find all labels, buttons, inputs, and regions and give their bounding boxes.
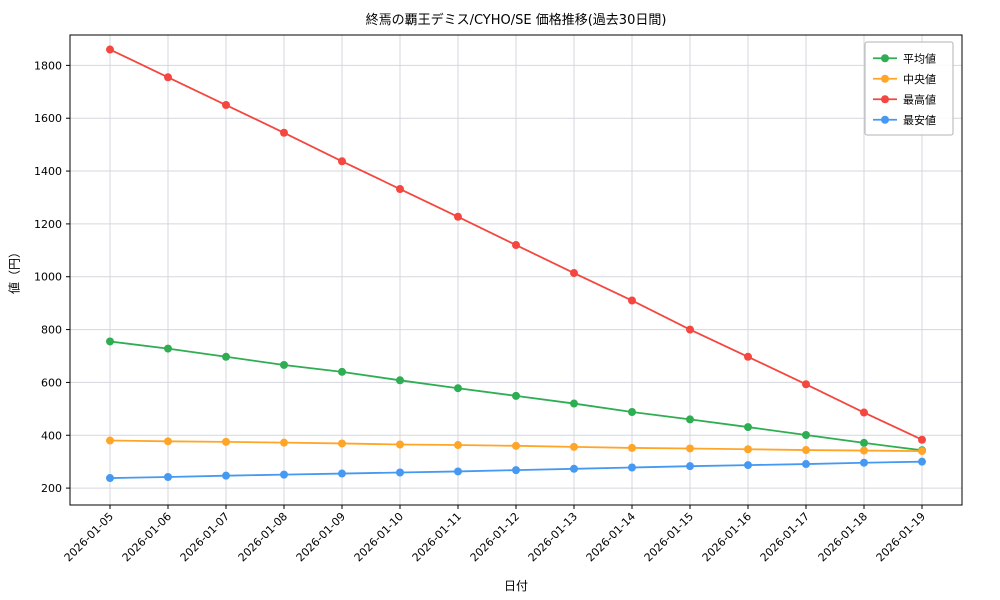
series-marker-min bbox=[222, 471, 230, 480]
legend-label-median: 中央値 bbox=[903, 73, 936, 86]
y-tick-label: 800 bbox=[41, 324, 62, 337]
legend-label-min: 最安値 bbox=[903, 113, 936, 127]
series-marker-max bbox=[280, 128, 288, 137]
series-marker-median bbox=[744, 445, 752, 454]
x-tick-label: 2026-01-15 bbox=[642, 510, 696, 564]
series-marker-max bbox=[396, 185, 404, 194]
series-marker-median bbox=[570, 442, 578, 451]
x-tick-label: 2026-01-06 bbox=[120, 510, 174, 564]
y-tick-label: 1800 bbox=[34, 59, 62, 72]
y-tick-label: 200 bbox=[41, 482, 62, 495]
series-marker-max bbox=[222, 101, 230, 110]
series-marker-average bbox=[744, 423, 752, 432]
series-marker-average bbox=[106, 337, 114, 346]
x-tick-label: 2026-01-12 bbox=[468, 510, 522, 564]
series-marker-max bbox=[628, 296, 636, 305]
series-marker-min bbox=[396, 468, 404, 477]
series-marker-average bbox=[338, 367, 346, 376]
series-marker-max bbox=[744, 352, 752, 361]
series-marker-median bbox=[106, 436, 114, 445]
series-marker-average bbox=[222, 352, 230, 361]
series-marker-average bbox=[454, 384, 462, 393]
legend-marker-average bbox=[881, 54, 889, 63]
x-tick-label: 2026-01-07 bbox=[178, 510, 232, 564]
y-tick-label: 600 bbox=[41, 376, 62, 389]
series-marker-median bbox=[338, 439, 346, 448]
series-marker-average bbox=[628, 408, 636, 417]
series-marker-median bbox=[628, 443, 636, 452]
series-marker-average bbox=[164, 344, 172, 353]
series-marker-average bbox=[396, 376, 404, 385]
series-marker-min bbox=[164, 472, 172, 481]
x-axis-label: 日付 bbox=[503, 579, 528, 593]
x-tick-label: 2026-01-18 bbox=[816, 510, 870, 564]
series-marker-min bbox=[744, 461, 752, 470]
legend-marker-median bbox=[881, 74, 889, 83]
series-marker-average bbox=[686, 415, 694, 424]
series-marker-average bbox=[512, 391, 520, 400]
series-marker-max bbox=[164, 73, 172, 82]
x-tick-label: 2026-01-11 bbox=[410, 510, 464, 564]
series-marker-min bbox=[686, 462, 694, 471]
series-marker-max bbox=[512, 241, 520, 250]
series-marker-median bbox=[918, 447, 926, 456]
series-marker-average bbox=[860, 438, 868, 447]
y-tick-label: 400 bbox=[41, 429, 62, 442]
plot-border bbox=[69, 34, 963, 506]
series-marker-median bbox=[164, 437, 172, 446]
x-tick-label: 2026-01-17 bbox=[758, 510, 812, 564]
series-marker-min bbox=[860, 458, 868, 467]
y-tick-label: 1600 bbox=[34, 112, 62, 125]
series-marker-median bbox=[686, 444, 694, 453]
legend-marker-max bbox=[881, 95, 889, 104]
legend-box bbox=[864, 41, 954, 136]
series-marker-min bbox=[454, 467, 462, 476]
chart-title: 終焉の覇王デミス/CYHO/SE 価格推移(過去30日間) bbox=[365, 13, 667, 28]
series-marker-min bbox=[628, 463, 636, 472]
series-marker-max bbox=[106, 45, 114, 54]
x-tick-label: 2026-01-08 bbox=[236, 510, 290, 564]
y-tick-label: 1000 bbox=[34, 271, 62, 284]
series-marker-median bbox=[454, 441, 462, 450]
series-marker-max bbox=[918, 435, 926, 444]
series-marker-median bbox=[802, 446, 810, 455]
series-marker-average bbox=[802, 430, 810, 439]
series-marker-average bbox=[280, 360, 288, 369]
y-tick-label: 1200 bbox=[34, 218, 62, 231]
series-marker-min bbox=[570, 464, 578, 473]
series-marker-median bbox=[860, 446, 868, 455]
series-marker-max bbox=[338, 157, 346, 166]
legend-marker-min bbox=[881, 115, 889, 124]
series-marker-max bbox=[802, 380, 810, 389]
series-marker-max bbox=[686, 325, 694, 334]
series-marker-min bbox=[106, 474, 114, 483]
series-marker-median bbox=[222, 437, 230, 446]
x-tick-label: 2026-01-19 bbox=[874, 510, 928, 564]
series-marker-min bbox=[802, 460, 810, 469]
series-marker-median bbox=[512, 441, 520, 450]
x-tick-label: 2026-01-16 bbox=[700, 510, 754, 564]
legend-label-max: 最高値 bbox=[903, 92, 936, 106]
series-marker-average bbox=[570, 399, 578, 408]
x-tick-label: 2026-01-13 bbox=[526, 510, 580, 564]
series-marker-min bbox=[280, 470, 288, 479]
series-marker-median bbox=[280, 438, 288, 447]
series-marker-min bbox=[512, 466, 520, 475]
x-tick-label: 2026-01-14 bbox=[584, 510, 638, 564]
series-marker-max bbox=[454, 212, 462, 221]
y-tick-label: 1400 bbox=[34, 165, 62, 178]
legend-label-average: 平均値 bbox=[903, 52, 936, 65]
x-tick-label: 2026-01-09 bbox=[294, 510, 348, 564]
series-marker-max bbox=[860, 408, 868, 417]
x-tick-label: 2026-01-05 bbox=[62, 510, 116, 564]
series-marker-min bbox=[338, 469, 346, 478]
series-marker-min bbox=[918, 457, 926, 466]
series-marker-max bbox=[570, 269, 578, 278]
x-tick-label: 2026-01-10 bbox=[352, 510, 406, 564]
series-marker-median bbox=[396, 440, 404, 449]
